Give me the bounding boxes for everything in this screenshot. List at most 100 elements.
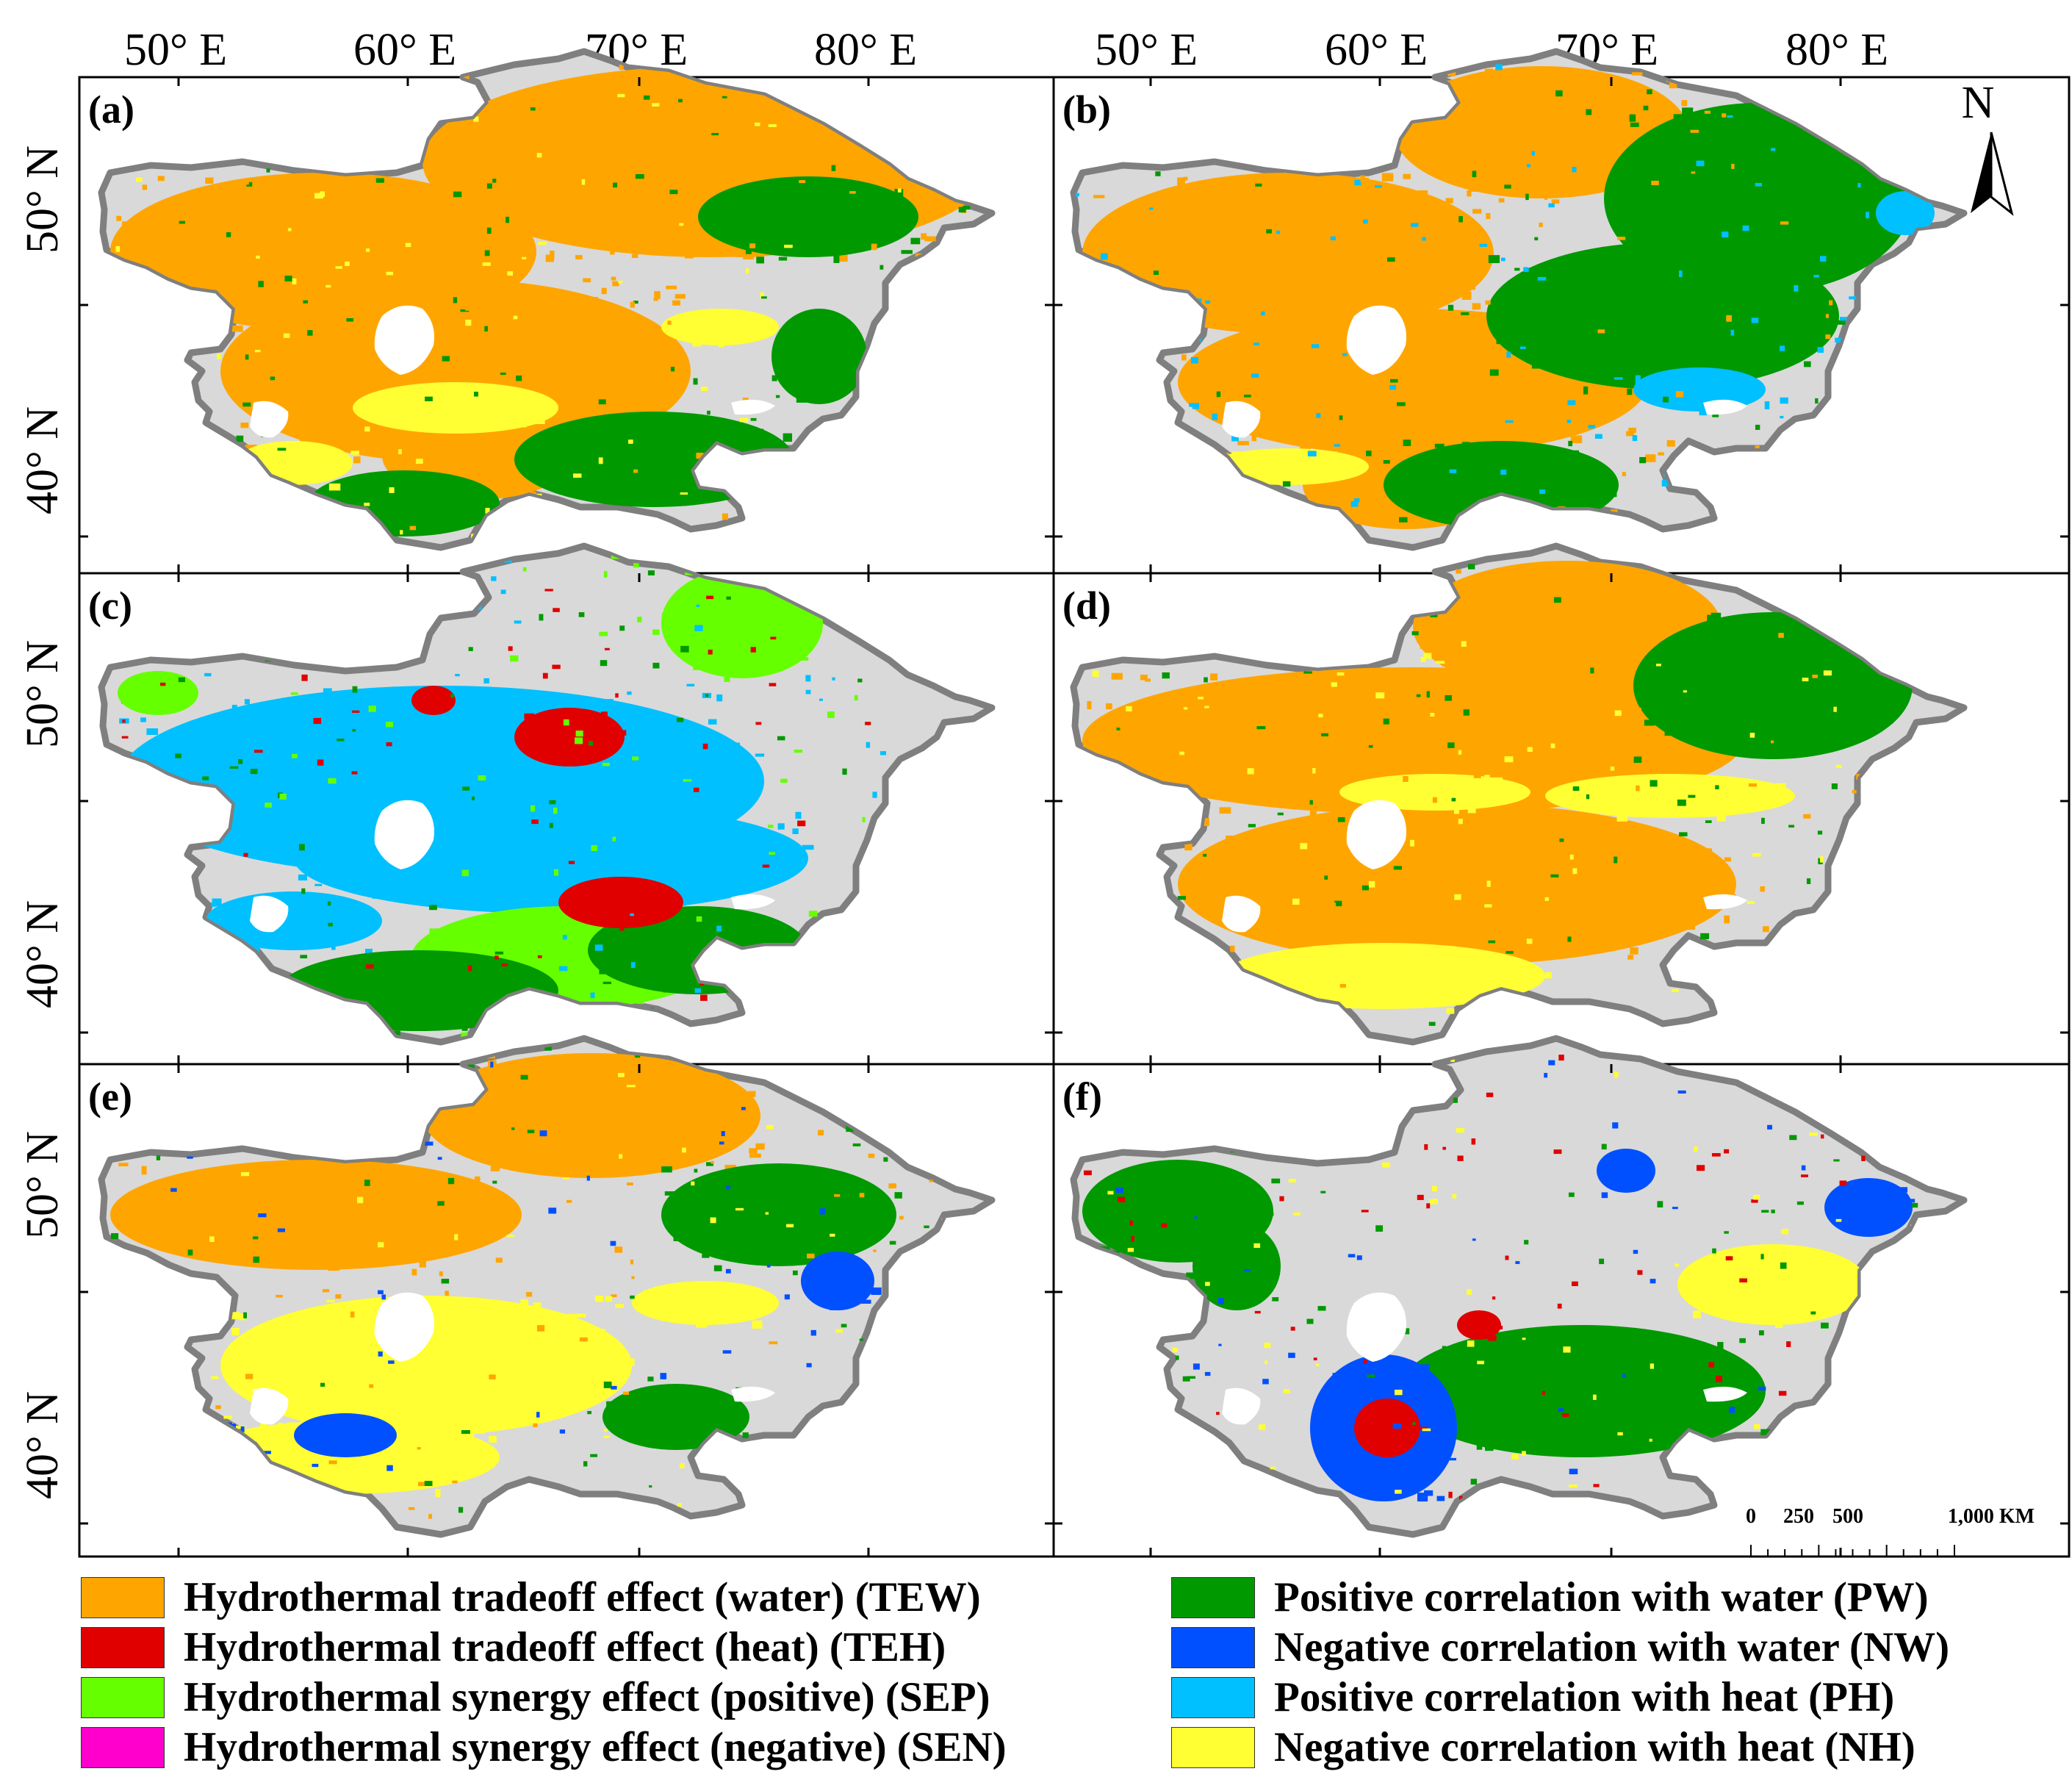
pixel-tew [1508, 609, 1517, 615]
pixel-tew [672, 300, 680, 306]
pixel-pw [1396, 402, 1406, 406]
pixel-tew [738, 1099, 746, 1105]
pixel-ph [1500, 257, 1506, 262]
pixel-tew [1241, 706, 1252, 712]
pixel-nh [732, 1299, 739, 1304]
pixel-pw [1469, 493, 1475, 497]
pixel-tew [330, 1171, 335, 1180]
pixel-tew [749, 1153, 761, 1158]
pixel-nh [578, 1367, 589, 1374]
pixel-ph [1506, 351, 1511, 358]
legend-swatch-teh [81, 1627, 165, 1668]
pixel-tew [1558, 91, 1569, 96]
pixel-tew [677, 1110, 683, 1115]
pixel-nh [1253, 1243, 1261, 1248]
pixel-ph [1389, 384, 1397, 390]
pixel-tew [531, 209, 537, 214]
pixel-tew [619, 64, 624, 71]
pixel-ph [259, 819, 272, 825]
pixel-sep [799, 657, 809, 661]
pixel-tew [1588, 603, 1600, 610]
pixel-ph [470, 762, 476, 769]
zone-nw [1597, 1149, 1655, 1193]
pixel-teh [568, 861, 575, 864]
scale-label-0: 0 [1746, 1505, 1756, 1528]
pixel-pw [1773, 266, 1784, 272]
pixel-pw [1531, 365, 1542, 369]
pixel-sep [530, 805, 536, 812]
map-b [1073, 51, 1969, 548]
pixel-sep [386, 722, 394, 728]
pixel-pw [1710, 1406, 1720, 1413]
pixel-ph [1375, 185, 1382, 188]
pixel-ph [630, 913, 634, 916]
pixel-pw [551, 462, 561, 467]
pixel-ph [753, 850, 759, 857]
pixel-teh [365, 964, 374, 969]
pixel-pw [602, 981, 612, 985]
pixel-nw [1909, 1199, 1915, 1203]
pixel-ph [679, 811, 691, 815]
pixel-tew [1116, 725, 1127, 729]
pixel-tew [1636, 785, 1640, 791]
pixel-tew [530, 304, 538, 313]
pixel-tew [122, 221, 132, 229]
legend-item-tew: Hydrothermal tradeoff effect (water) (TE… [81, 1574, 981, 1621]
pixel-ph [507, 892, 517, 901]
pixel-nh [1247, 768, 1254, 775]
pixel-nh [1569, 1485, 1578, 1487]
pixel-tew [437, 220, 449, 228]
pixel-ph [462, 865, 470, 872]
pixel-ph [218, 727, 224, 736]
pixel-nh [1802, 678, 1809, 682]
pixel-nw [725, 1268, 731, 1274]
pixel-nh [344, 261, 350, 267]
pixel-nh [336, 1318, 342, 1328]
pixel-ph [1914, 204, 1921, 213]
pixel-pw [500, 372, 506, 376]
pixel-ph [364, 949, 373, 955]
pixel-pw [1608, 277, 1616, 285]
pixel-pw [1700, 933, 1710, 939]
pixel-tew [409, 525, 416, 531]
pixel-tew [1179, 753, 1187, 762]
pixel-pw [328, 970, 339, 977]
pixel-nh [1420, 656, 1426, 662]
pixel-pw [1694, 659, 1703, 666]
pixel-nw [871, 1287, 882, 1296]
pixel-pw [1767, 140, 1771, 145]
pixel-ph [1751, 317, 1759, 323]
pixel-nh [1716, 814, 1726, 822]
pixel-teh [664, 904, 672, 912]
pixel-tew [1544, 195, 1548, 200]
pixel-tew [131, 1210, 138, 1214]
pixel-pw [1153, 270, 1159, 276]
pixel-pw [680, 645, 689, 653]
pixel-teh [708, 650, 713, 655]
pixel-ph [552, 764, 561, 769]
pixel-tew [1546, 175, 1556, 183]
pixel-teh [700, 994, 708, 1001]
lat-label-50-row3: 50° N [18, 1131, 68, 1239]
pixel-ph [442, 794, 449, 800]
zone-nh [661, 309, 779, 345]
pixel-tew [1241, 243, 1250, 247]
pixel-ph [295, 914, 301, 921]
pixel-tew [818, 1130, 824, 1135]
pixel-pw [1707, 614, 1713, 624]
pixel-pw [1463, 709, 1470, 716]
pixel-pw [742, 1432, 749, 1439]
pixel-ph [735, 752, 744, 758]
pixel-ph [1192, 403, 1199, 409]
pixel-sep [680, 628, 686, 636]
pixel-tew [240, 333, 253, 340]
pixel-nh [252, 1347, 265, 1355]
pixel-teh [762, 864, 770, 868]
pixel-nh [1706, 800, 1712, 809]
pixel-pw [590, 1454, 598, 1457]
pixel-pw [1149, 1254, 1154, 1260]
pixel-tew [188, 196, 195, 203]
pixel-nh [319, 464, 329, 470]
map-panel-a: (a) [78, 51, 1055, 575]
pixel-teh [501, 963, 508, 966]
